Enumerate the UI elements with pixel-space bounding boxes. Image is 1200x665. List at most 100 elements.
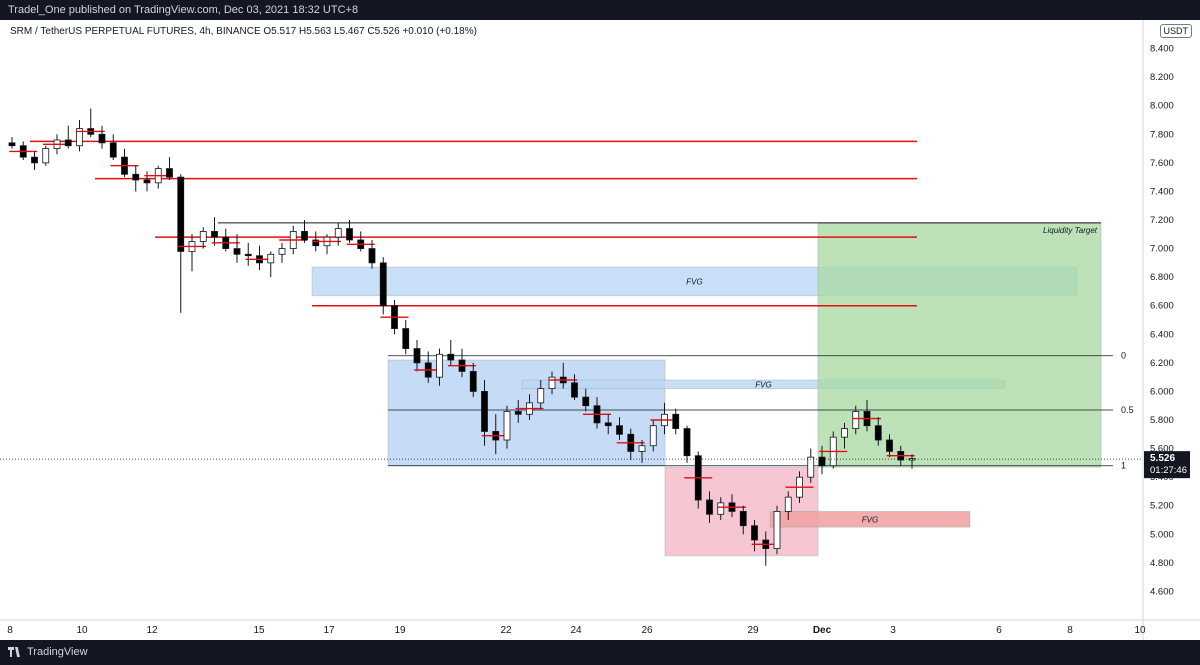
candle-body (166, 168, 173, 178)
legend-high: H5.563 (299, 26, 332, 37)
candlestick-chart[interactable]: FVG FVG FVG Liquidity Target 0 0.5 1 8.400 8.200… (0, 20, 1200, 640)
candle (448, 348, 476, 378)
candle (807, 448, 815, 483)
time-tick-label: 6 (996, 625, 1002, 636)
candle (549, 362, 578, 389)
time-tick-label: Dec (813, 625, 832, 636)
time-tick-label: 17 (323, 625, 335, 636)
candle (98, 125, 106, 149)
tradingview-logo[interactable]: TradingView (8, 646, 88, 658)
candle (706, 491, 713, 523)
candle-body (706, 499, 713, 515)
candle-body (379, 262, 387, 307)
fvg-box-lower-label: FVG (862, 515, 878, 524)
candle-body (109, 142, 117, 158)
tradingview-logo-icon (8, 647, 22, 657)
candle-body (267, 253, 275, 264)
candle (616, 417, 623, 440)
candle-body (649, 425, 657, 447)
candle-body (31, 156, 38, 164)
liquidity-box-label: Liquidity Target (1043, 226, 1098, 235)
candle (177, 174, 185, 313)
candle (819, 431, 848, 469)
candle (267, 251, 275, 278)
candle-body (886, 439, 893, 452)
price-tick-label: 7.400 (1150, 186, 1174, 197)
candle-body (413, 348, 421, 364)
candle-body (132, 173, 140, 181)
candle (346, 231, 375, 252)
legend-open: O5.517 (263, 26, 297, 37)
candle-body (447, 353, 455, 361)
fib-level-label: 0.5 (1121, 405, 1134, 415)
candle (413, 340, 421, 372)
candle-body (436, 353, 443, 378)
candle (334, 222, 342, 246)
candle-body (143, 179, 151, 184)
time-tick-label: 19 (394, 625, 406, 636)
candle (42, 145, 50, 166)
candle-body (571, 382, 578, 398)
candle-body (334, 228, 342, 238)
candle-body (312, 239, 320, 247)
candle (436, 348, 443, 386)
price-tick-label: 5.200 (1150, 501, 1174, 512)
time-tick-label: 3 (890, 625, 896, 636)
symbol-legend: SRM / TetherUS PERPETUAL FUTURES, 4h, BI… (10, 26, 477, 37)
candle (199, 227, 207, 249)
price-tick-label: 4.800 (1150, 558, 1174, 569)
candle (886, 434, 893, 458)
candle (211, 228, 240, 252)
candle (346, 220, 353, 243)
candle-body (672, 413, 680, 429)
fvg-box-middle-label: FVG (755, 380, 771, 389)
price-tick-label: 6.200 (1150, 358, 1174, 369)
candle-body (582, 396, 590, 407)
price-tick-label: 7.600 (1150, 158, 1174, 169)
candle (211, 217, 218, 246)
candle-body (638, 445, 646, 452)
candle (244, 242, 252, 266)
price-tick-label: 5.800 (1150, 415, 1174, 426)
time-tick-label: 22 (500, 625, 512, 636)
currency-button[interactable]: USDT (1159, 24, 1192, 38)
time-tick-label: 15 (253, 625, 265, 636)
time-tick-label: 10 (76, 625, 88, 636)
price-tick-label: 5.000 (1150, 529, 1174, 540)
candle (841, 422, 848, 449)
candle-body (42, 148, 50, 164)
candle (582, 388, 590, 412)
last-price-badge (1144, 451, 1190, 479)
time-tick-label: 26 (641, 625, 653, 636)
time-tick-label: 29 (747, 625, 759, 636)
candle (684, 451, 713, 509)
liquidity-box (817, 222, 1102, 468)
candle-body (874, 425, 882, 441)
publish-bar: Tradel_One published on TradingView.com,… (0, 0, 1200, 20)
chart-area[interactable]: FVG FVG FVG Liquidity Target 0 0.5 1 8.400 8.200… (0, 20, 1200, 640)
candle (233, 234, 241, 263)
candle (178, 234, 206, 272)
candle (773, 505, 781, 555)
price-tick-label: 5.600 (1150, 444, 1174, 455)
candle (132, 165, 140, 192)
price-tick-label: 7.200 (1150, 215, 1174, 226)
candle (515, 394, 544, 420)
time-tick-label: 12 (146, 625, 158, 636)
candle (514, 400, 522, 423)
candle-body (503, 411, 511, 441)
time-tick-label: 8 (1067, 625, 1073, 636)
price-tick-label: 6.000 (1150, 386, 1174, 397)
time-tick-label: 8 (7, 625, 13, 636)
candle-body (683, 428, 691, 457)
fvg-box-lower (769, 510, 971, 528)
candle-body (514, 411, 522, 415)
fib-level-label: 1 (1121, 461, 1126, 471)
candle (481, 380, 488, 446)
candle (718, 494, 746, 518)
fib-level-label: 0 (1121, 351, 1126, 361)
price-tick-label: 6.800 (1150, 272, 1174, 283)
candle (110, 148, 139, 178)
price-tick-label: 4.600 (1150, 586, 1174, 597)
price-tick-label: 7.800 (1150, 129, 1174, 140)
